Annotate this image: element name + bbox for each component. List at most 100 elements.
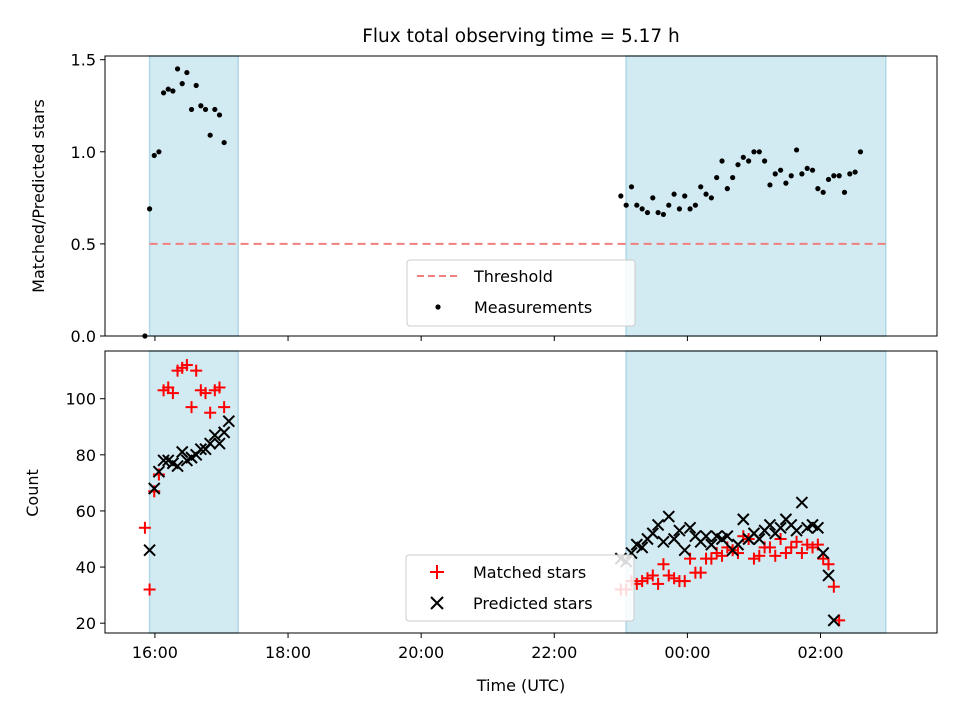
- predicted-star-point: [667, 532, 681, 546]
- predicted-star-point: [194, 443, 208, 456]
- measurement-point: [184, 69, 190, 76]
- measurement-legend-label: Measurements: [474, 298, 592, 317]
- matched-star-point: [827, 580, 840, 593]
- predicted-star-point: [731, 538, 745, 551]
- measurement-point: [221, 139, 227, 146]
- measurement-point: [793, 147, 800, 153]
- measurement-point: [179, 81, 185, 87]
- matched-star-point: [166, 387, 179, 400]
- measurement-point: [772, 171, 778, 177]
- ratio-y-axis-label: Matched/Predicted stars: [29, 99, 48, 293]
- y-tick-label: 80: [76, 446, 96, 465]
- measurement-point: [644, 209, 651, 216]
- predicted-star-point: [816, 546, 830, 560]
- predicted-star-point: [737, 513, 750, 526]
- y-tick-label: 20: [76, 614, 96, 633]
- measurement-point: [188, 106, 195, 113]
- ratio-x-ticks: [154, 336, 822, 341]
- predicted-star-point: [203, 437, 217, 450]
- predicted-star-point: [699, 529, 713, 543]
- x-tick-label: 22:00: [531, 643, 577, 662]
- measurement-point: [216, 112, 223, 118]
- measurement-point: [767, 182, 773, 188]
- measurement-point: [777, 167, 784, 173]
- predicted-star-point: [176, 445, 189, 459]
- predicted-star-point: [822, 569, 835, 582]
- matched-star-point: [769, 549, 782, 562]
- shaded-interval: [148, 350, 239, 634]
- measurement-point: [660, 211, 667, 218]
- measurement-point: [146, 206, 153, 212]
- ratio-legend-box: [406, 259, 636, 327]
- count-shaded-intervals: [148, 350, 887, 634]
- count-legend: Matched stars Predicted stars: [405, 554, 635, 622]
- y-tick-label: 0.5: [71, 235, 96, 254]
- shaded-interval: [625, 350, 887, 634]
- y-tick-label: 1.0: [71, 143, 96, 162]
- measurement-point: [847, 171, 853, 177]
- measurement-point: [708, 195, 714, 201]
- count-panel: 20 40 60 80 100 16:00 18:00 20:00 22:00 00:00 02:…: [23, 350, 938, 695]
- predicted-star-point: [662, 510, 675, 523]
- measurement-point: [671, 191, 677, 197]
- matched-star-point: [199, 387, 212, 400]
- measurement-point: [170, 88, 176, 94]
- matched-star-point: [705, 552, 718, 565]
- matched-star-point: [636, 575, 649, 588]
- measurement-point: [724, 186, 730, 192]
- predicted-star-point: [646, 527, 659, 540]
- predicted-star-point: [157, 454, 170, 467]
- matched-star-point: [753, 549, 766, 562]
- predicted-star-point: [678, 544, 691, 557]
- measurement-point: [820, 189, 826, 195]
- matched-star-point: [678, 575, 691, 588]
- measurement-point: [655, 209, 661, 216]
- matched-star-point: [779, 547, 792, 560]
- ratio-panel: 0.0 0.5 1.0 1.5 Matched/Predicted stars Thr…: [29, 51, 938, 346]
- measurement-point: [804, 165, 810, 171]
- measurement-point: [174, 66, 181, 72]
- predicted-star-point: [811, 521, 825, 534]
- measurement-point: [198, 103, 204, 109]
- matched-star-point: [785, 541, 798, 554]
- y-tick-label: 1.5: [71, 51, 96, 70]
- matched-star-point: [143, 583, 156, 596]
- measurement-point: [682, 193, 688, 199]
- count-y-ticks: 20 40 60 80 100: [65, 390, 105, 633]
- measurement-point: [692, 202, 698, 208]
- predicted-star-point: [721, 529, 734, 543]
- measurement-point: [783, 180, 789, 186]
- predicted-star-point: [683, 521, 697, 534]
- measurement-point: [156, 149, 162, 155]
- predicted-star-point: [827, 614, 841, 627]
- measurement-point: [623, 202, 629, 208]
- matched-star-point: [801, 538, 814, 551]
- y-tick-label: 40: [76, 558, 96, 577]
- x-tick-label: 16:00: [132, 643, 178, 662]
- y-tick-label: 0.0: [71, 327, 96, 346]
- matched-star-point: [662, 569, 675, 582]
- predicted-star-point: [222, 414, 236, 428]
- measurement-point: [841, 189, 848, 195]
- ratio-y-ticks: 0.0 0.5 1.0 1.5: [71, 51, 105, 346]
- measurement-point: [202, 106, 209, 113]
- measurement-point: [687, 206, 693, 212]
- threshold-legend-label: Threshold: [473, 267, 553, 286]
- measurement-point: [628, 184, 635, 190]
- predicted-star-point: [651, 518, 665, 532]
- count-y-axis-label: Count: [23, 469, 42, 517]
- measurement-point: [740, 154, 746, 160]
- count-plot-frame: [104, 350, 938, 634]
- measurement-point: [618, 193, 624, 199]
- measurement-point: [165, 86, 171, 92]
- measurement-point: [698, 184, 704, 190]
- measurement-point: [815, 186, 821, 192]
- predicted-star-point: [795, 496, 809, 509]
- measurement-point: [676, 206, 683, 212]
- measurement-point: [730, 174, 736, 181]
- measurement-point: [756, 149, 762, 155]
- matched-star-point: [668, 572, 681, 585]
- measurement-point: [762, 158, 768, 164]
- count-legend-box: [405, 554, 635, 622]
- measurement-point: [160, 90, 167, 96]
